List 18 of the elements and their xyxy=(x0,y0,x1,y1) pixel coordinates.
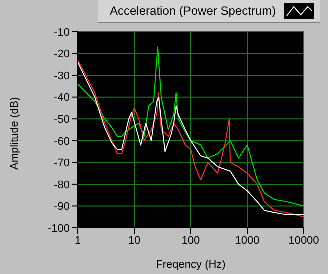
y-tick-label: -40 xyxy=(54,92,70,104)
x-tick-label: 100 xyxy=(182,234,200,247)
y-tick-label: -30 xyxy=(54,70,70,82)
x-tick-label: 10 xyxy=(128,234,141,247)
y-tick-label: -90 xyxy=(54,201,70,214)
chart-title: Acceleration (Power Spectrum) xyxy=(110,4,276,18)
y-tick-label: -50 xyxy=(54,114,70,126)
x-axis-title: Freqency (Hz) xyxy=(156,259,226,271)
y-tick-label: -10 xyxy=(54,26,70,39)
y-tick-label: -20 xyxy=(54,48,70,61)
x-tick-label: 10000 xyxy=(288,234,320,247)
y-axis-title: Amplitude (dB) xyxy=(8,97,21,170)
y-tick-label: -70 xyxy=(54,158,70,170)
y-tick-label: -100 xyxy=(48,222,70,235)
x-tick-label: 1000 xyxy=(235,234,260,247)
y-tick-label: -60 xyxy=(54,136,70,148)
y-tick-label: -80 xyxy=(54,179,70,192)
x-tick-label: 1 xyxy=(74,234,82,247)
